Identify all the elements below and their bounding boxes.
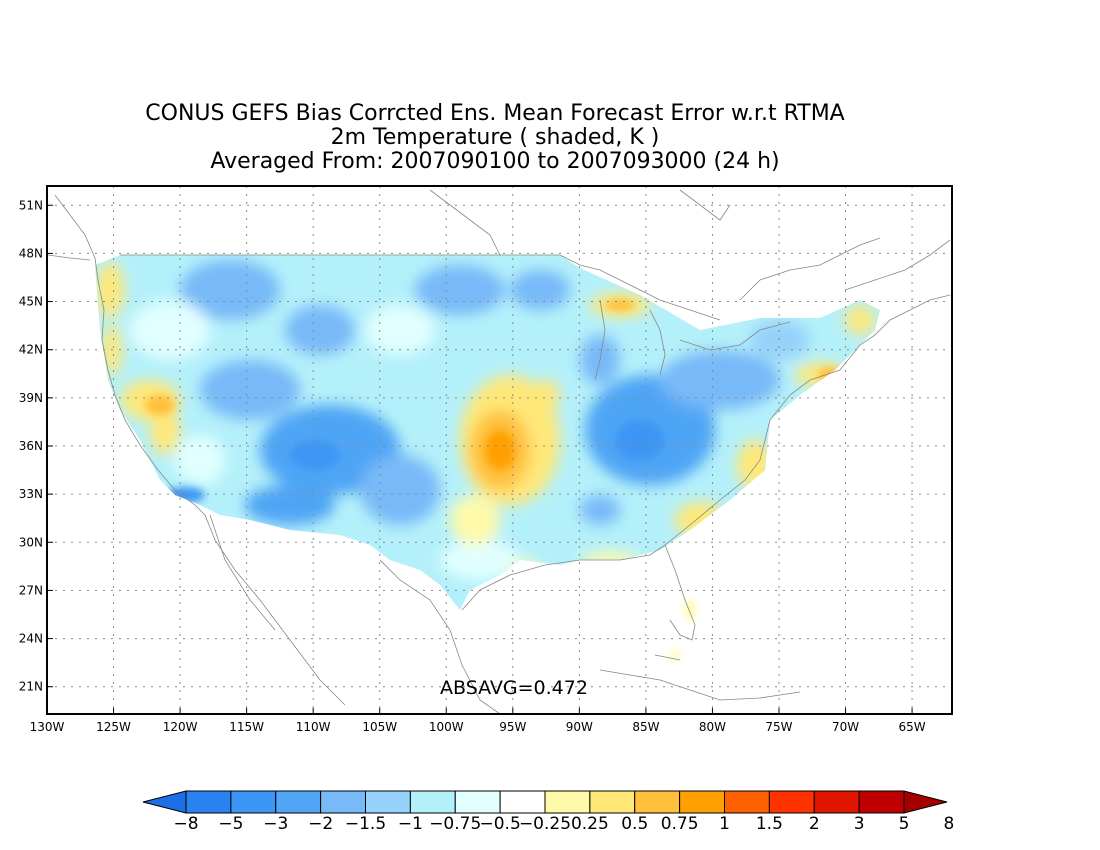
colorbar-label: −2: [308, 814, 333, 834]
lon-tick-label: 115W: [229, 720, 264, 734]
colorbar-label: 2: [809, 814, 820, 834]
colorbar-low-arrow: [142, 790, 187, 814]
colorbar-swatch: [813, 790, 860, 814]
lat-tick-label: 21N: [19, 680, 43, 694]
lon-tick-label: 100W: [429, 720, 464, 734]
lon-tick-label: 65W: [899, 720, 926, 734]
colorbar-label: −0.75: [429, 814, 481, 834]
lat-tick-label: 48N: [19, 246, 43, 260]
colorbar-label: 5: [899, 814, 910, 834]
colorbar: −8 −5 −3 −2 −1.5 −1 −0.75−0.5−0.25 0.25 0.5 0.75 1…: [142, 790, 954, 834]
colorbar-swatch: [409, 790, 456, 814]
colorbar-label: 0.75: [661, 814, 699, 834]
colorbar-swatch: [544, 790, 591, 814]
title-line-3: Averaged From: 2007090100 to 2007093000 …: [210, 149, 780, 174]
lon-tick-label: 75W: [765, 720, 792, 734]
lon-tick-label: 80W: [699, 720, 726, 734]
lat-tick-label: 30N: [19, 535, 43, 549]
coastlines: [47, 189, 951, 714]
lat-tick-label: 45N: [19, 295, 43, 309]
colorbar-label: 0.25: [571, 814, 609, 834]
lat-tick-label: 42N: [19, 343, 43, 357]
colorbar-swatch: [275, 790, 322, 814]
chart-title: CONUS GEFS Bias Corrcted Ens. Mean Forec…: [0, 102, 990, 174]
lat-tick-label: 39N: [19, 391, 43, 405]
lat-tick-label: 51N: [19, 198, 43, 212]
colorbar-high-arrow: [903, 790, 948, 814]
lon-tick-label: 130W: [30, 720, 65, 734]
axis-ticks: 130W 125W 120W 115W 110W 105W 100W 95W 90W 85W 80W…: [19, 198, 926, 734]
colorbar-label: 3: [854, 814, 865, 834]
colorbar-label: −1.5: [345, 814, 386, 834]
colorbar-swatch: [230, 790, 277, 814]
graticule: [47, 186, 952, 714]
colorbar-label: −0.5: [479, 814, 520, 834]
title-line-2: 2m Temperature ( shaded, K ): [330, 125, 660, 150]
colorbar-label: 8: [943, 814, 954, 834]
lat-tick-label: 24N: [19, 632, 43, 646]
lat-tick-label: 33N: [19, 487, 43, 501]
colorbar-label: −3: [263, 814, 288, 834]
colorbar-label: −0.25: [519, 814, 571, 834]
absavg-label: ABSAVG=0.472: [440, 677, 588, 699]
lon-tick-label: 125W: [96, 720, 131, 734]
lon-tick-label: 120W: [163, 720, 198, 734]
colorbar-label: 0.5: [621, 814, 648, 834]
plot-frame: [46, 185, 953, 715]
colorbar-swatch: [858, 790, 905, 814]
lat-tick-label: 27N: [19, 583, 43, 597]
colorbar-swatch: [768, 790, 815, 814]
lon-tick-label: 85W: [632, 720, 659, 734]
title-line-1: CONUS GEFS Bias Corrcted Ens. Mean Forec…: [145, 101, 845, 126]
lon-tick-label: 70W: [832, 720, 859, 734]
lon-tick-label: 105W: [362, 720, 397, 734]
colorbar-swatch: [454, 790, 501, 814]
colorbar-swatch: [499, 790, 546, 814]
lon-tick-label: 90W: [566, 720, 593, 734]
colorbar-label: −5: [218, 814, 243, 834]
lat-tick-label: 36N: [19, 439, 43, 453]
colorbar-swatch: [365, 790, 411, 814]
colorbar-swatch: [679, 790, 725, 814]
colorbar-label: 1.5: [756, 814, 783, 834]
colorbar-swatch: [589, 790, 636, 814]
lon-tick-label: 95W: [499, 720, 526, 734]
colorbar-swatch: [724, 790, 770, 814]
colorbar-swatch: [185, 790, 232, 814]
colorbar-label: −8: [173, 814, 198, 834]
colorbar-label: −1: [398, 814, 423, 834]
colorbar-swatch: [634, 790, 681, 814]
colorbar-label: 1: [719, 814, 730, 834]
lon-tick-label: 110W: [296, 720, 331, 734]
colorbar-swatch: [320, 790, 366, 814]
